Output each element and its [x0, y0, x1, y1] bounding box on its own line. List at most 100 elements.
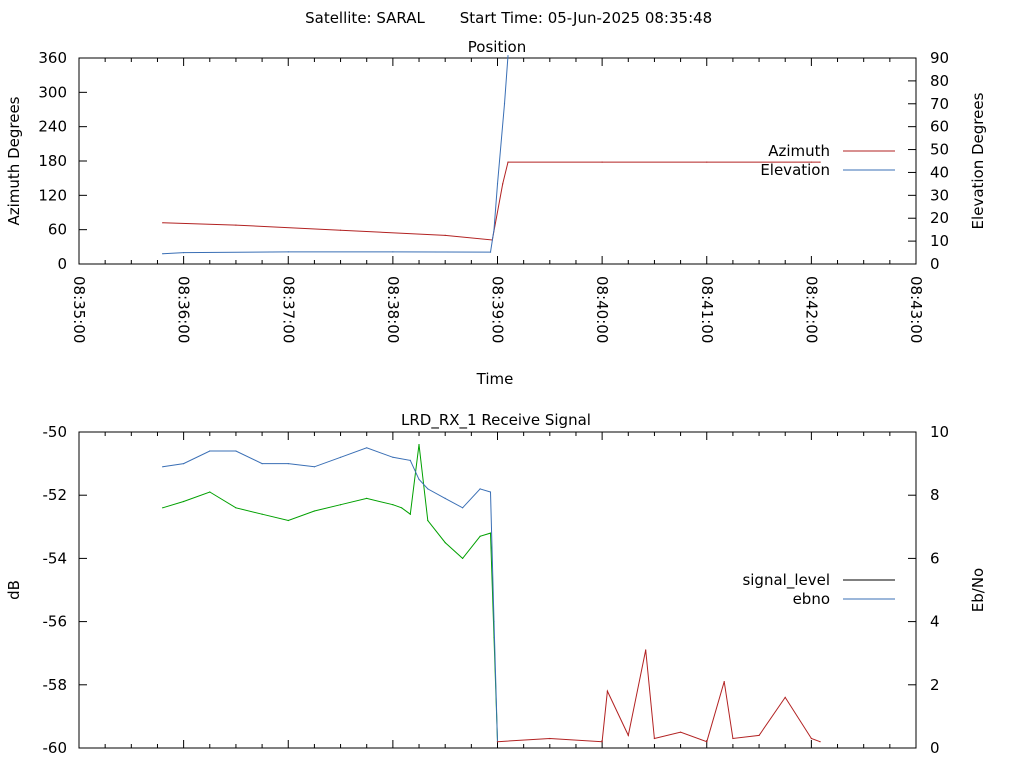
- data-point: [427, 488, 429, 490]
- data-point: [479, 488, 481, 490]
- data-point: [235, 224, 237, 226]
- data-point: [340, 456, 342, 458]
- db-axis-label: dB: [5, 580, 23, 600]
- data-point: [810, 161, 813, 163]
- time-axis-label: Time: [476, 370, 514, 388]
- data-point: [444, 497, 446, 499]
- data-point: [706, 741, 708, 743]
- data-point: [209, 450, 211, 452]
- data-point: [444, 234, 446, 236]
- data-point: [444, 542, 446, 544]
- data-point: [493, 621, 495, 623]
- y-tick-label: -56: [43, 613, 68, 631]
- data-point: [493, 229, 495, 231]
- data-point: [606, 690, 609, 692]
- data-point: [489, 532, 492, 534]
- data-point: [409, 459, 411, 461]
- receive-signal-chart-title: LRD_RX_1 Receive Signal: [401, 411, 591, 430]
- x-tick-label: 08:37:00: [279, 276, 297, 343]
- x-tick-label: 08:35:00: [70, 276, 88, 343]
- y2-tick-label: 10: [930, 232, 949, 250]
- data-point: [287, 251, 289, 253]
- y2-tick-label: 4: [930, 613, 940, 631]
- data-point: [261, 513, 263, 515]
- data-point: [183, 463, 185, 465]
- y-tick-label: 180: [38, 152, 67, 170]
- data-point: [627, 734, 629, 737]
- legend-label: Azimuth: [768, 142, 830, 160]
- data-point: [209, 491, 211, 493]
- data-point: [462, 557, 464, 560]
- data-point: [601, 741, 603, 743]
- x-tick-label: 08:43:00: [907, 276, 925, 343]
- data-point: [287, 519, 289, 522]
- data-point: [503, 103, 506, 105]
- data-point: [680, 731, 682, 733]
- elevation-axis-label: Elevation Degrees: [969, 92, 987, 229]
- data-point: [418, 478, 420, 480]
- legend-label: ebno: [793, 590, 830, 608]
- data-point: [706, 161, 708, 163]
- y2-tick-label: 30: [930, 186, 949, 204]
- receive-signal-chart: LRD_RX_1 Receive Signal dB Eb/No -50 -52 -…: [5, 411, 987, 757]
- data-point: [340, 229, 342, 231]
- y-tick-label: 360: [38, 49, 67, 67]
- data-point: [418, 444, 420, 446]
- data-point: [653, 737, 656, 740]
- x-tick-label: 08:39:00: [489, 276, 507, 343]
- data-point: [549, 737, 551, 740]
- data-point: [162, 466, 164, 468]
- data-point: [479, 535, 481, 537]
- data-point: [366, 447, 368, 449]
- x-tick-label: 08:38:00: [384, 276, 402, 343]
- data-point: [601, 161, 603, 163]
- data-point: [732, 737, 734, 740]
- y2-tick-label: 0: [930, 255, 940, 273]
- series-line-ebno: [162, 447, 498, 742]
- y-tick-label: -54: [43, 549, 68, 567]
- y2-tick-label: 50: [930, 141, 949, 159]
- x-tick-label: 08:41:00: [698, 276, 716, 343]
- x-tick-label: 08:36:00: [175, 276, 193, 343]
- y2-tick-label: 80: [930, 72, 949, 90]
- ebno-axis-label: Eb/No: [969, 568, 987, 612]
- data-point: [758, 734, 760, 737]
- y2-tick-label: 10: [930, 423, 949, 441]
- y2-tick-label: 8: [930, 486, 940, 504]
- y-tick-label: -60: [43, 739, 68, 757]
- position-chart-title: Position: [468, 38, 526, 56]
- y-tick-label: 300: [38, 83, 67, 101]
- y-tick-label: -52: [43, 486, 68, 504]
- data-point: [162, 507, 164, 509]
- y2-tick-label: 6: [930, 549, 940, 567]
- data-point: [819, 741, 821, 743]
- data-point: [183, 500, 185, 503]
- data-point: [489, 491, 492, 493]
- data-point: [401, 507, 403, 509]
- data-point: [392, 504, 394, 506]
- y-tick-label: 120: [38, 186, 67, 204]
- data-point: [162, 253, 164, 255]
- data-point: [427, 519, 429, 522]
- y-tick-label: -50: [43, 423, 68, 441]
- azimuth-axis-label: Azimuth Degrees: [5, 96, 23, 225]
- data-point: [507, 55, 509, 57]
- data-point: [507, 161, 509, 163]
- x-tick-label: 08:40:00: [593, 276, 611, 343]
- data-point: [502, 183, 504, 185]
- data-point: [392, 456, 394, 458]
- satellite-label: Satellite: SARAL: [305, 9, 425, 27]
- series-line-azimuth: [162, 161, 821, 241]
- position-chart: Position Azimuth Degrees Elevation Degre…: [5, 38, 987, 388]
- data-point: [462, 507, 464, 509]
- data-point: [496, 741, 499, 743]
- data-point: [183, 252, 185, 254]
- data-point: [313, 466, 315, 468]
- data-point: [784, 696, 786, 699]
- y2-tick-label: 0: [930, 739, 940, 757]
- data-point: [287, 463, 289, 465]
- data-point: [235, 450, 237, 452]
- x-tick-label: 08:42:00: [802, 276, 820, 343]
- y2-tick-label: 20: [930, 209, 949, 227]
